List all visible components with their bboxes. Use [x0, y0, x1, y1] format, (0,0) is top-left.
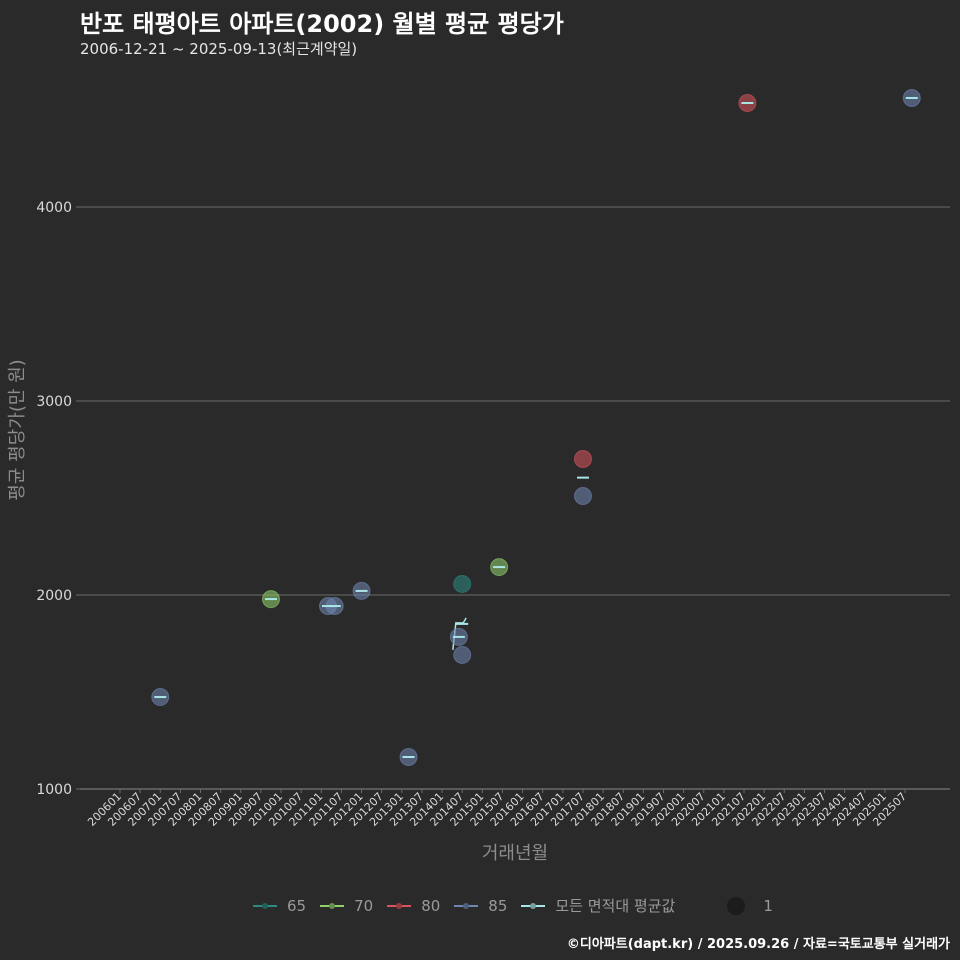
size-legend-circle-icon [727, 896, 746, 915]
legend-label: 85 [488, 896, 508, 915]
x-axis-title: 거래년월 [482, 843, 548, 864]
y-tick-label: 3000 [36, 394, 72, 410]
data-points [151, 88, 921, 766]
legend: 65 70 80 85 모든 면적대 평균값 1 [253, 895, 773, 916]
legend-swatch-icon [521, 900, 546, 912]
legend-item-3: 85 [454, 897, 507, 915]
chart-subtitle: 2006-12-21 ~ 2025-09-13(최근계약일) [80, 40, 358, 58]
legend-item-0: 65 [253, 897, 306, 915]
legend-label: 모든 면적대 평균값 [555, 897, 676, 915]
legend-label: 65 [287, 896, 307, 915]
legend-swatch-icon [253, 900, 277, 912]
gridlines [80, 206, 950, 790]
x-axis: 2006012006072007012007072008012008072009… [85, 789, 909, 829]
legend-label: 70 [354, 896, 374, 915]
legend-swatch-icon [454, 900, 479, 912]
footer-credit: ©디아파트(dapt.kr) / 2025.09.26 / 자료=국토교통부 실… [566, 937, 950, 952]
data-point-80 [573, 450, 592, 469]
data-point-85 [453, 645, 472, 664]
y-tick-label: 1000 [36, 782, 72, 798]
data-point-65 [453, 574, 472, 593]
legend-item-2: 80 [387, 897, 440, 915]
data-point-85 [573, 487, 592, 506]
size-legend-label: 1 [763, 896, 773, 915]
legend-item-4: 모든 면적대 평균값 [521, 895, 675, 916]
legend-item-1: 70 [320, 897, 373, 915]
y-tick-label: 2000 [36, 588, 72, 604]
y-axis: 1000 2000 3000 4000 [36, 200, 80, 798]
legend-swatch-icon [320, 900, 345, 912]
legend-swatch-icon [387, 900, 412, 912]
y-axis-title: 평균 평당가(만 원) [7, 359, 28, 500]
chart-title: 반포 태평아트 아파트(2002) 월별 평균 평당가 [80, 10, 564, 38]
legend-label: 80 [421, 896, 441, 915]
y-tick-label: 4000 [36, 200, 72, 216]
